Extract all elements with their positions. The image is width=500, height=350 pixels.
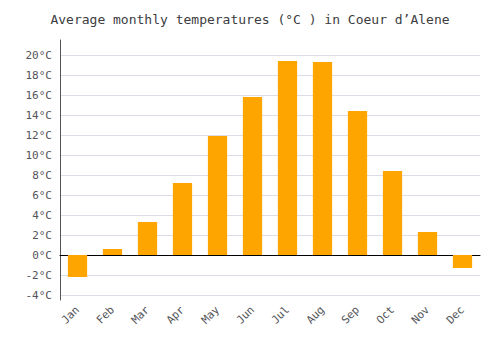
svg-text:Oct: Oct [374, 303, 397, 326]
svg-text:Nov: Nov [409, 303, 432, 326]
svg-text:2°C: 2°C [32, 229, 52, 242]
svg-text:Feb: Feb [94, 303, 117, 326]
svg-text:16°C: 16°C [26, 89, 53, 102]
svg-text:12°C: 12°C [26, 129, 53, 142]
svg-text:Average monthly temperatures (: Average monthly temperatures (°C ) in Co… [50, 12, 449, 27]
svg-text:May: May [199, 303, 222, 326]
svg-text:20°C: 20°C [26, 49, 53, 62]
svg-text:Dec: Dec [444, 303, 467, 326]
svg-text:Apr: Apr [164, 303, 187, 326]
svg-text:6°C: 6°C [32, 189, 52, 202]
svg-text:Mar: Mar [129, 303, 152, 326]
svg-text:8°C: 8°C [32, 169, 52, 182]
svg-text:4°C: 4°C [32, 209, 52, 222]
svg-text:Sep: Sep [339, 303, 362, 326]
svg-text:14°C: 14°C [26, 109, 53, 122]
svg-text:10°C: 10°C [26, 149, 53, 162]
svg-text:0°C: 0°C [32, 249, 52, 262]
svg-text:-4°C: -4°C [26, 289, 53, 302]
svg-text:-2°C: -2°C [26, 269, 53, 282]
svg-text:Jan: Jan [59, 303, 82, 326]
svg-text:Jul: Jul [269, 303, 292, 326]
svg-text:Jun: Jun [234, 303, 257, 326]
svg-text:Aug: Aug [304, 303, 327, 326]
svg-text:18°C: 18°C [26, 69, 53, 82]
